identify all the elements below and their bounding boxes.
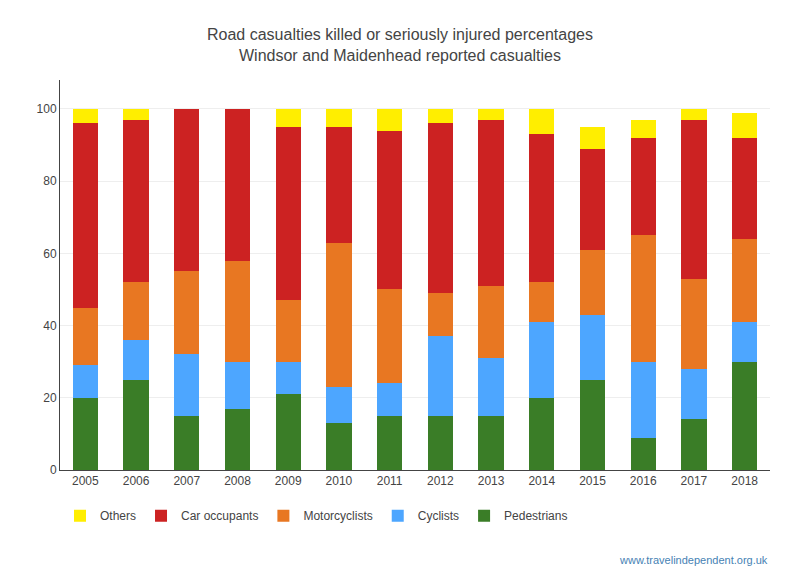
svg-text:2007: 2007 (173, 474, 200, 488)
svg-text:2017: 2017 (681, 474, 708, 488)
svg-text:Cyclists: Cyclists (418, 509, 459, 523)
svg-text:100: 100 (37, 102, 57, 116)
svg-text:2014: 2014 (528, 474, 555, 488)
svg-text:2005: 2005 (72, 474, 99, 488)
svg-text:Road casualties killed or seri: Road casualties killed or seriously inju… (207, 26, 593, 64)
svg-text:2009: 2009 (275, 474, 302, 488)
svg-text:0: 0 (50, 463, 57, 477)
svg-text:www.travelindependent.org.uk: www.travelindependent.org.uk (619, 554, 768, 566)
svg-text:2013: 2013 (478, 474, 505, 488)
svg-text:2016: 2016 (630, 474, 657, 488)
svg-text:Car occupants: Car occupants (181, 509, 258, 523)
svg-text:Others: Others (100, 509, 136, 523)
svg-text:2011: 2011 (377, 474, 403, 488)
svg-text:60: 60 (43, 247, 57, 261)
svg-text:2018: 2018 (731, 474, 758, 488)
svg-text:2010: 2010 (326, 474, 353, 488)
svg-text:Motorcyclists: Motorcyclists (303, 509, 372, 523)
svg-text:Pedestrians: Pedestrians (504, 509, 567, 523)
svg-text:2008: 2008 (224, 474, 251, 488)
svg-text:2012: 2012 (427, 474, 454, 488)
svg-text:2015: 2015 (579, 474, 606, 488)
svg-text:20: 20 (43, 391, 57, 405)
svg-text:2006: 2006 (123, 474, 150, 488)
svg-text:80: 80 (43, 174, 57, 188)
svg-text:40: 40 (43, 319, 57, 333)
